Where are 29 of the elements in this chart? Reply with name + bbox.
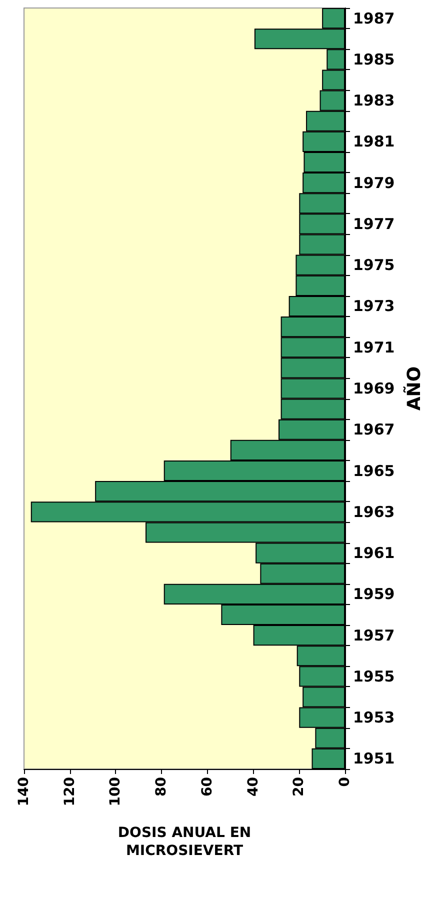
x-tick-label: 80 <box>154 776 170 796</box>
y-tick-label: 1979 <box>353 174 395 192</box>
y-tick-label: 1977 <box>353 214 395 233</box>
x-tick-label: 20 <box>291 776 308 796</box>
x-tick-label: 140 <box>16 776 32 806</box>
y-tick-label: 1959 <box>353 585 395 604</box>
y-tick-label: 1951 <box>353 750 395 768</box>
x-tick-label: 120 <box>62 776 78 806</box>
y-tick-label: 1967 <box>353 420 395 439</box>
y-tick-label: 1971 <box>353 338 395 356</box>
y-tick-label: 1955 <box>353 667 395 686</box>
y-tick-label: 1965 <box>353 462 395 480</box>
y-tick-label: 1973 <box>353 297 395 316</box>
x-tick-label: 0 <box>337 776 353 787</box>
x-tick-label: 100 <box>108 776 124 806</box>
x-tick-label: 40 <box>245 776 262 796</box>
y-tick-label: 1987 <box>353 9 395 28</box>
y-tick-label: 1963 <box>353 502 395 521</box>
y-tick-label: 1961 <box>353 544 395 562</box>
y-tick-label: 1983 <box>353 92 395 110</box>
y-tick-label: 1985 <box>353 50 395 68</box>
y-tick-label: 1953 <box>353 708 395 727</box>
y-tick-label: 1981 <box>353 132 395 151</box>
x-tick-label: 60 <box>199 776 216 796</box>
x-axis-title: DOSIS ANUAL EN MICROSIEVERT <box>118 825 252 859</box>
y-tick-label: 1957 <box>353 626 395 644</box>
y-tick-label: 1969 <box>353 380 395 398</box>
y-axis-title: AÑO <box>403 366 426 411</box>
y-tick-label: 1975 <box>353 256 395 274</box>
